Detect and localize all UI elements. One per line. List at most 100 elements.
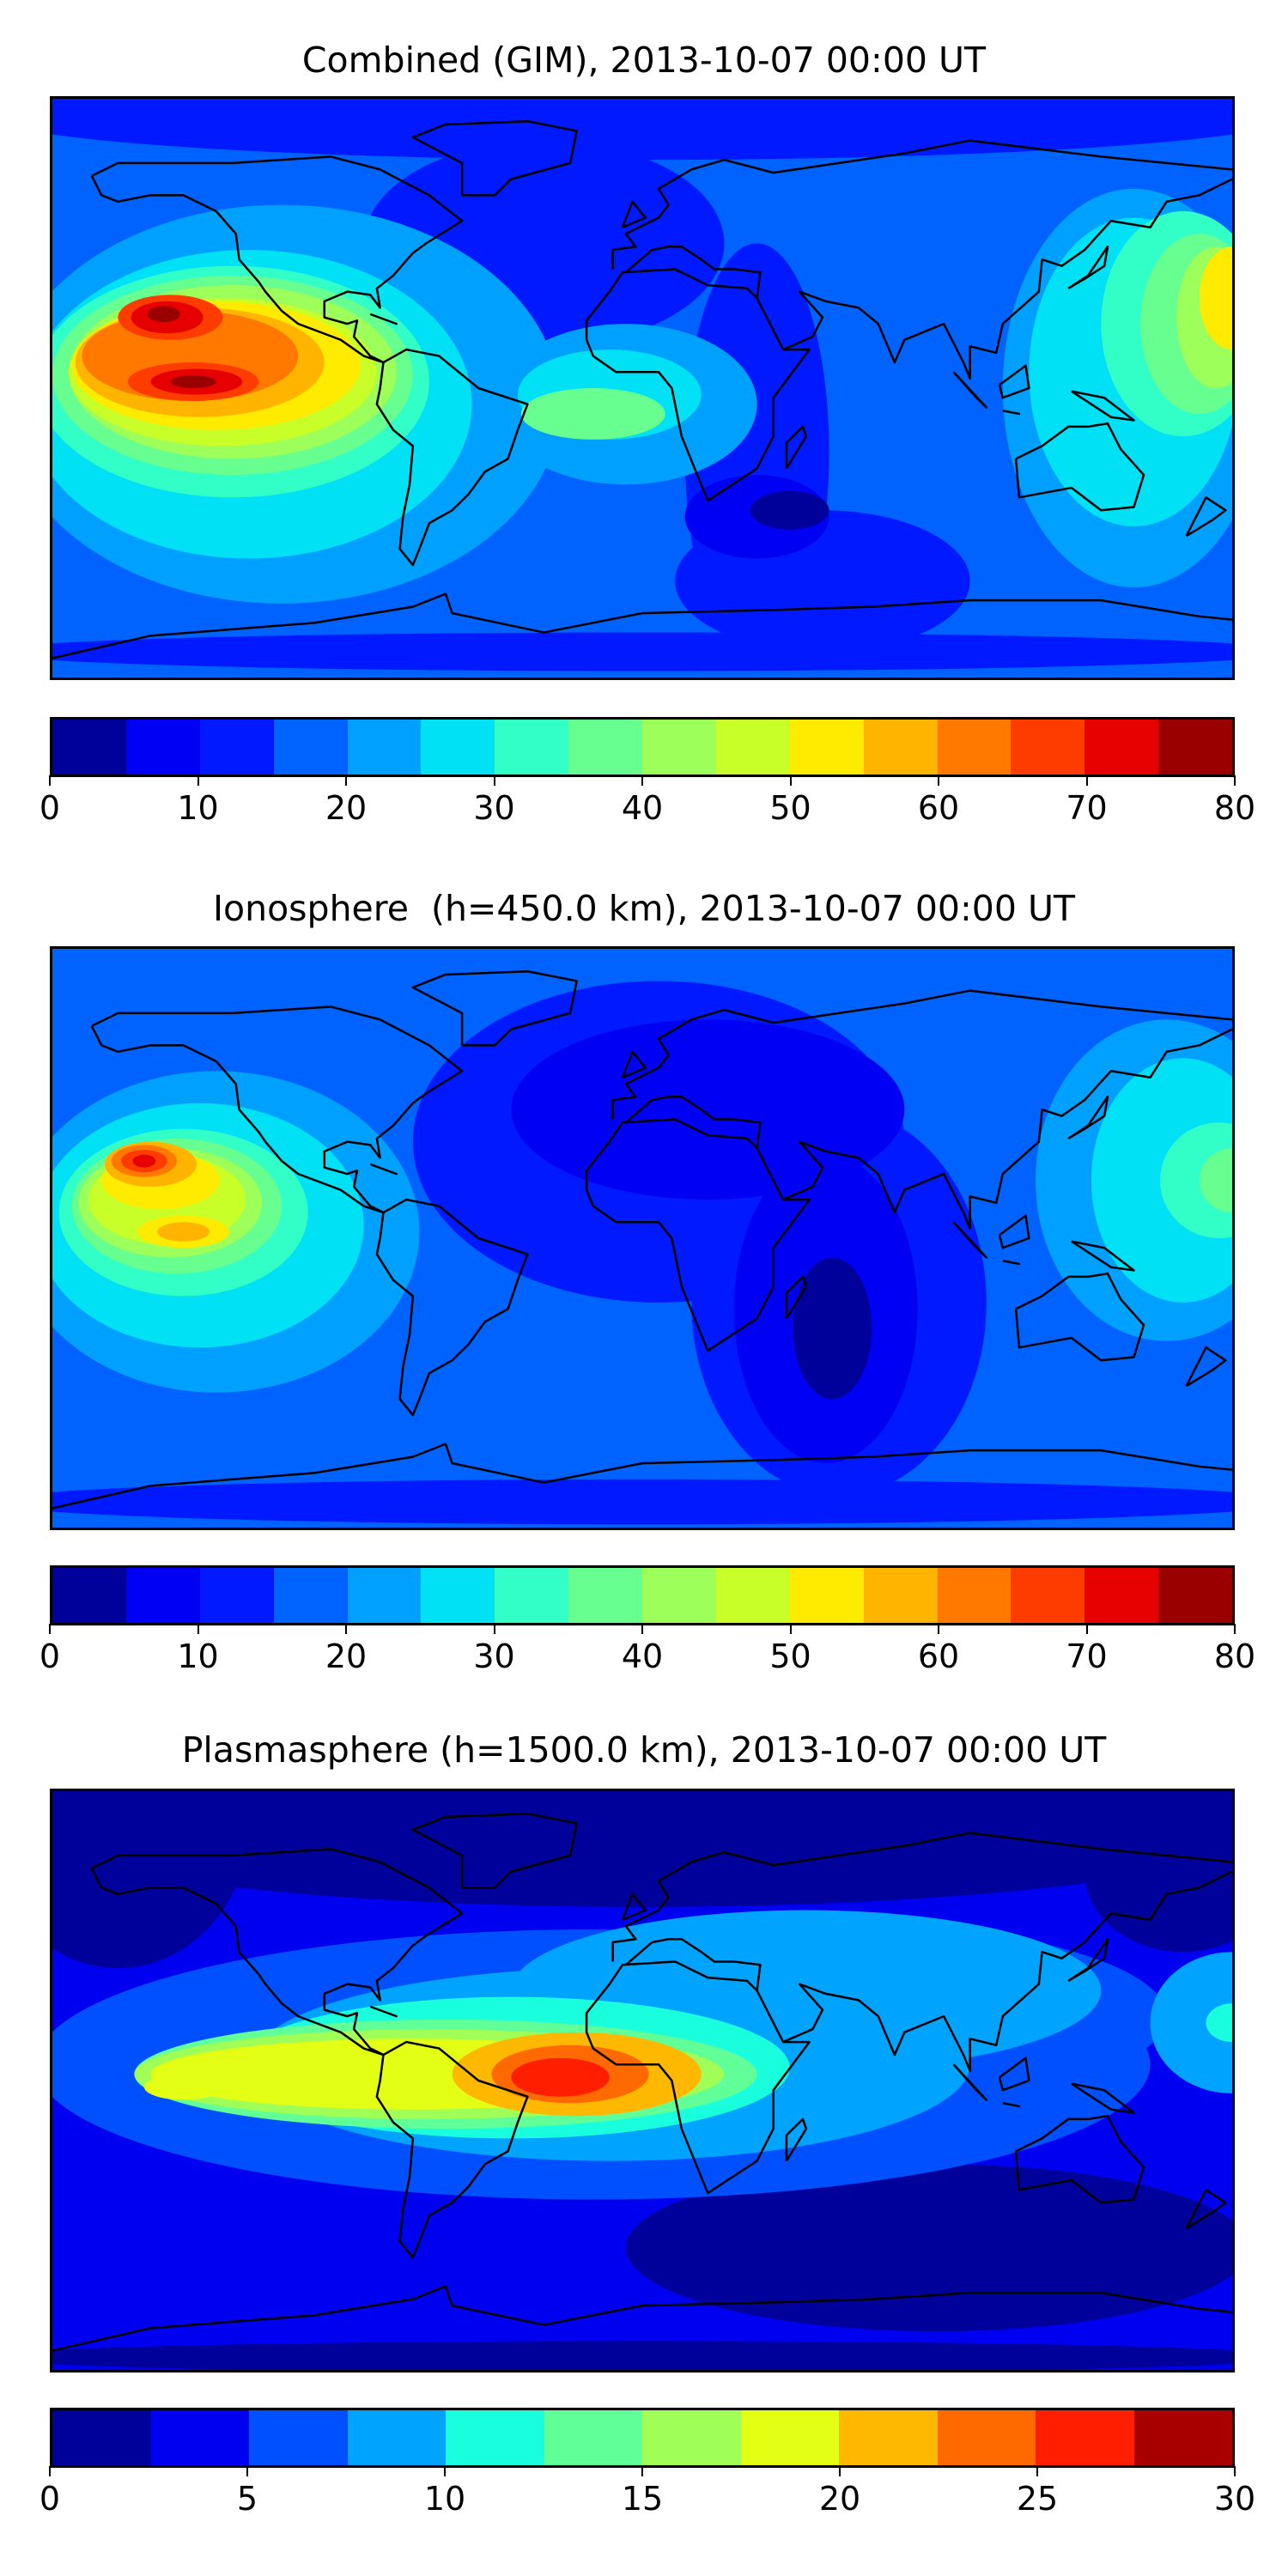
coastline bbox=[623, 202, 646, 228]
colorbar-tick-label: 40 bbox=[621, 1637, 664, 1675]
coastline bbox=[370, 2007, 397, 2016]
coastline bbox=[1068, 1097, 1108, 1139]
map-combined bbox=[50, 96, 1235, 680]
colorbar-segment bbox=[446, 2410, 544, 2465]
colorbar-segment bbox=[199, 720, 274, 775]
colorbar-tick-mark bbox=[345, 775, 347, 786]
colorbar-tick-label: 40 bbox=[621, 789, 664, 827]
coastline bbox=[377, 2042, 528, 2257]
coastline bbox=[787, 1277, 806, 1319]
colorbar-segment bbox=[125, 1568, 200, 1623]
colorbar-segment bbox=[568, 1568, 642, 1623]
colorbar-tick-mark bbox=[938, 775, 939, 786]
coastline bbox=[586, 1961, 810, 2193]
colorbar-tick-label: 20 bbox=[818, 2480, 861, 2518]
colorbar-tick-mark bbox=[838, 2466, 841, 2476]
colorbar-tick-label: 50 bbox=[769, 789, 811, 827]
coastline bbox=[586, 269, 810, 501]
colorbar-segment bbox=[249, 2410, 348, 2465]
colorbar-tick-label: 10 bbox=[423, 2480, 466, 2518]
coastline bbox=[783, 1872, 1232, 2071]
colorbar-segment bbox=[1084, 720, 1159, 775]
contour-level-region bbox=[1199, 1148, 1232, 1213]
contour-level-region bbox=[170, 375, 216, 388]
colorbar-segment bbox=[642, 720, 716, 775]
colorbar-tick-mark bbox=[1234, 1624, 1236, 1634]
coastline bbox=[52, 2287, 1232, 2351]
coastline bbox=[1068, 246, 1108, 289]
colorbar-segment bbox=[740, 2410, 839, 2465]
colorbar-segment bbox=[642, 1568, 716, 1623]
colorbar-segment bbox=[1158, 720, 1232, 775]
colorbar-tick-mark bbox=[197, 775, 199, 786]
colorbar-tick-mark bbox=[789, 775, 792, 786]
colorbar-tick-label: 70 bbox=[1066, 789, 1108, 827]
colorbar-tick-label: 60 bbox=[917, 789, 960, 827]
colorbar-segment bbox=[52, 720, 126, 775]
colorbar-tick-mark bbox=[641, 1624, 643, 1634]
map-ionosphere-svg bbox=[52, 949, 1232, 1528]
contour-level-region bbox=[1150, 1952, 1232, 2093]
colorbar-segment bbox=[1158, 1568, 1232, 1623]
colorbar-tick-label: 30 bbox=[1213, 2480, 1256, 2518]
coastline bbox=[623, 1052, 646, 1078]
colorbar-tick-mark bbox=[641, 2466, 643, 2476]
contour-level-region bbox=[1160, 1122, 1232, 1238]
map-plasmasphere-svg bbox=[52, 1791, 1232, 2370]
contour-level-region bbox=[1084, 1791, 1232, 1953]
panel-title-ionosphere: Ionosphere (h=450.0 km), 2013-10-07 00:0… bbox=[212, 888, 1076, 929]
colorbar-tick-label: 50 bbox=[769, 1637, 811, 1675]
colorbar-tick-mark bbox=[1234, 2466, 1236, 2476]
colorbar-segment bbox=[715, 720, 790, 775]
colorbar-segment bbox=[544, 2410, 642, 2465]
colorbar-tick-label: 25 bbox=[1016, 2480, 1059, 2518]
colorbar-segment bbox=[347, 2410, 446, 2465]
colorbar-tick-label: 30 bbox=[473, 789, 515, 827]
map-plasmasphere bbox=[50, 1789, 1235, 2372]
colorbar-segment bbox=[1011, 1568, 1085, 1623]
coastline bbox=[1003, 410, 1019, 414]
contour-level-region bbox=[511, 1019, 905, 1200]
colorbar-tick-label: 70 bbox=[1066, 1637, 1108, 1675]
colorbar-segment bbox=[1036, 2410, 1134, 2465]
colorbar-ticks-plasmasphere: 0 5 10 15 20 25 30 bbox=[39, 2466, 1255, 2518]
colorbar-segment bbox=[839, 2410, 938, 2465]
contour-level-region bbox=[511, 2057, 610, 2097]
colorbar-tick-mark bbox=[49, 2466, 51, 2476]
colorbar-segment bbox=[52, 2410, 151, 2465]
coastline bbox=[92, 156, 462, 362]
coastline bbox=[1016, 2116, 1144, 2202]
coastline bbox=[787, 2119, 806, 2161]
colorbar-tick-label: 80 bbox=[1213, 1637, 1256, 1675]
coastline bbox=[783, 179, 1232, 379]
colorbar-segment bbox=[937, 1568, 1012, 1623]
contour-level-region bbox=[52, 2341, 1232, 2370]
colorbar-segment bbox=[642, 2410, 741, 2465]
coastline bbox=[787, 427, 806, 469]
contour-level-region bbox=[793, 1257, 872, 1400]
colorbar-tick-mark bbox=[938, 1624, 939, 1634]
coastline bbox=[613, 141, 1232, 270]
coastline bbox=[413, 1814, 577, 1887]
colorbar-segment bbox=[150, 2410, 249, 2465]
contour-level-region bbox=[750, 490, 829, 530]
colorbar-segment bbox=[347, 720, 422, 775]
colorbar-tick-label: 10 bbox=[177, 789, 219, 827]
coastline bbox=[370, 1164, 397, 1174]
colorbar-tick-mark bbox=[345, 1624, 347, 1634]
contour-level-region bbox=[52, 632, 1232, 671]
colorbar-tick-mark bbox=[789, 1624, 792, 1634]
coastline bbox=[92, 1849, 462, 2055]
coastline bbox=[1003, 2103, 1019, 2106]
coastline bbox=[613, 1833, 1232, 1962]
coastline bbox=[1016, 1273, 1144, 1360]
coastline bbox=[783, 1030, 1232, 1229]
panel-title-combined: Combined (GIM), 2013-10-07 00:00 UT bbox=[301, 39, 987, 81]
colorbar-segment bbox=[863, 720, 938, 775]
coastline bbox=[92, 1006, 462, 1212]
coastline bbox=[954, 372, 987, 407]
colorbar-segment bbox=[52, 1568, 126, 1623]
coastline bbox=[999, 2058, 1029, 2090]
coastline bbox=[626, 1939, 760, 1990]
